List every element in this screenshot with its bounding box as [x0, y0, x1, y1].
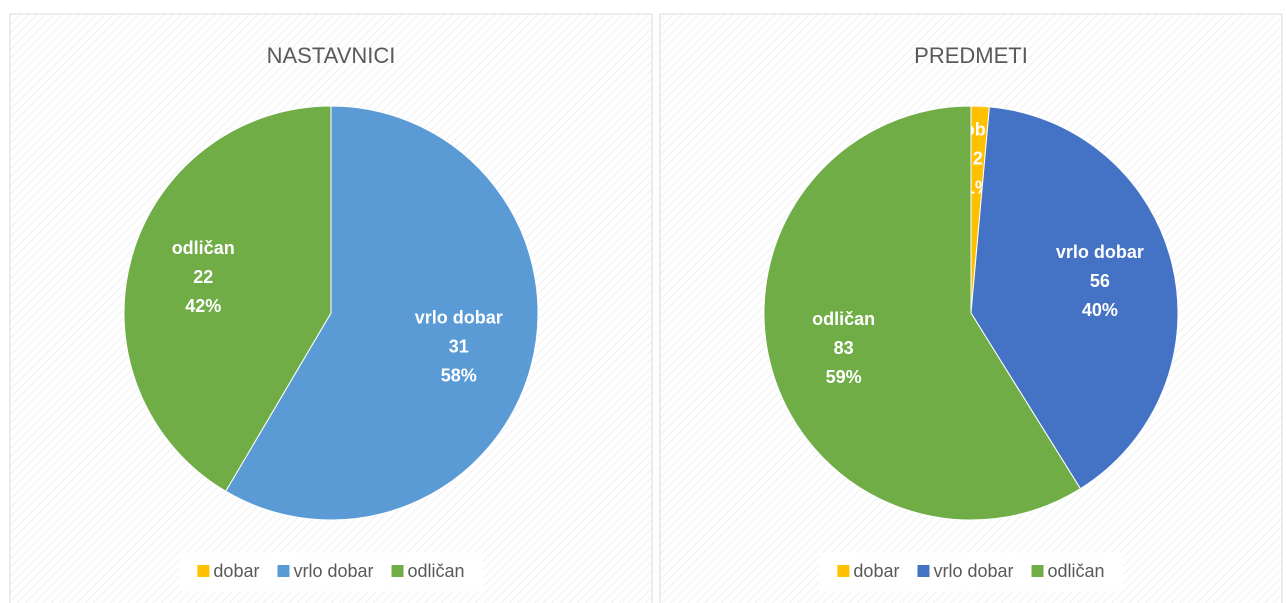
pie-slice [763, 105, 1082, 521]
legend-label: dobar [213, 561, 259, 581]
chart-title: PREDMETI [914, 43, 1028, 68]
data-label-percentage: 58% [441, 366, 477, 386]
data-label-category: odličan [812, 309, 875, 329]
data-label-value: 83 [834, 338, 854, 358]
legend-swatch [277, 565, 290, 577]
legend-label: vrlo dobar [293, 561, 373, 581]
data-label-value: 22 [193, 267, 213, 287]
legend-swatch [391, 565, 404, 577]
data-label-percentage: 59% [826, 367, 862, 387]
legend-background [179, 553, 483, 591]
chart-title: NASTAVNICI [267, 43, 396, 68]
legend-swatch [917, 565, 930, 577]
legend-swatch [197, 565, 210, 577]
pie-slice [225, 105, 539, 521]
pie-slice [123, 105, 332, 492]
legend-swatch [837, 565, 850, 577]
legend-label: odličan [408, 561, 465, 581]
data-label-value: 56 [1090, 271, 1110, 291]
data-label-percentage: 40% [1082, 300, 1118, 320]
legend-label: vrlo dobar [933, 561, 1013, 581]
legend-label: dobar [853, 561, 899, 581]
legend-background [819, 553, 1123, 591]
chart-panel: NASTAVNICI vrlo dobar 31 58% odličan 22 42% dob… [9, 13, 653, 603]
data-label-value: 2 [973, 149, 983, 169]
data-label-category: odličan [172, 238, 235, 258]
legend-swatch [1031, 565, 1044, 577]
data-label-value: 31 [449, 337, 469, 357]
pie-slice [970, 106, 1179, 490]
data-label-category: vrlo dobar [1056, 242, 1144, 262]
legend: dobar vrlo dobar odličan [819, 553, 1123, 591]
data-label-percentage: 42% [185, 296, 221, 316]
legend: dobar vrlo dobar odličan [179, 553, 483, 591]
data-label-category: vrlo dobar [415, 308, 503, 328]
legend-label: odličan [1048, 561, 1105, 581]
